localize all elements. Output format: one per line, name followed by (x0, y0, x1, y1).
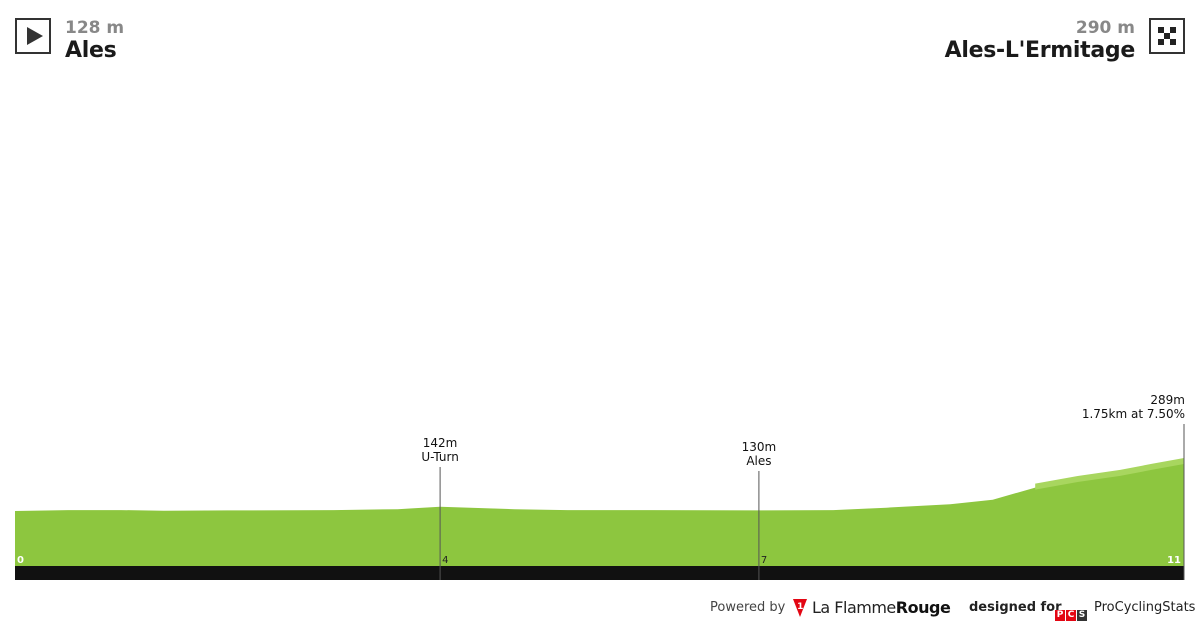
pcs-badge-p: P (1055, 610, 1065, 621)
powered-by-label: Powered by (710, 600, 786, 615)
pcs-badge-s: S (1077, 610, 1087, 621)
marker-elevation-0: 142m (423, 436, 458, 450)
finish-text: 290 m Ales-L'Ermitage (944, 18, 1136, 64)
flamme-rouge-mark-text: 1 (797, 602, 803, 612)
climb-highlight (1035, 458, 1184, 490)
km-tick-label-3: 11 (1167, 555, 1181, 566)
marker-elevation-1: 130m (742, 440, 777, 454)
marker-name-0: U-Turn (421, 450, 458, 464)
play-icon (15, 18, 51, 54)
procyclingstats-link[interactable]: ProCyclingStats (1094, 600, 1196, 615)
marker-elevation-2: 289m (1150, 393, 1185, 407)
finish-name: Ales-L'Ermitage (944, 38, 1136, 63)
finish-elevation: 290 m (1075, 18, 1135, 38)
flamme-la-text: La Flamme (812, 598, 896, 617)
marker-name-2: 1.75km at 7.50% (1082, 407, 1185, 421)
marker-name-1: Ales (746, 454, 771, 468)
flamme-rouge-text: Rouge (895, 598, 951, 617)
pcs-badge-c: C (1066, 610, 1076, 621)
km-tick-label-1: 4 (442, 555, 448, 566)
km-tick-label-2: 7 (761, 555, 767, 566)
flamme-rouge-mark-icon: 1 (793, 599, 807, 617)
footer: Powered by 1 La FlammeRouge designed for… (0, 598, 1200, 621)
start-name: Ales (65, 38, 117, 63)
la-flamme-rouge-logo[interactable]: 1 La FlammeRouge (793, 598, 951, 617)
profile-area (15, 462, 1184, 566)
designed-for-label: designed for (969, 600, 1062, 615)
km-tick-label-0: 0 (17, 555, 24, 566)
start-text: 128 m Ales (65, 18, 124, 64)
distance-baseline (15, 566, 1184, 580)
start-elevation: 128 m (65, 18, 125, 38)
checkered-flag-icon (1149, 18, 1185, 54)
